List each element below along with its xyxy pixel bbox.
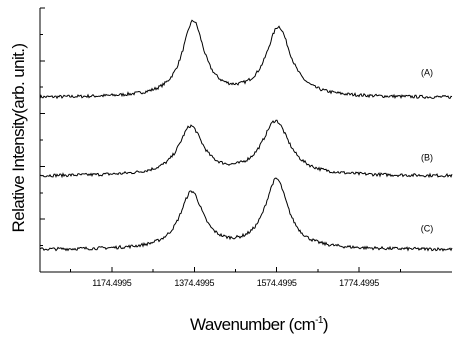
series-labels-layer: (A) (B) (C)	[421, 67, 434, 233]
series-label-1: (A)	[421, 67, 433, 77]
x-axis-title-superscript: -1	[315, 315, 324, 326]
series-label-3: (C)	[421, 223, 434, 233]
x-axis-title: Wavenumber (cm-1)	[190, 315, 328, 334]
axes-layer: 1174.4995 1374.4995 1574.4995 1774.4995	[39, 7, 452, 288]
x-tick-label: 1574.4995	[257, 278, 297, 288]
spectrum-trace-3	[39, 177, 453, 252]
y-axis-title: Relative Intensity(arb. unit.)	[9, 44, 28, 233]
traces-layer	[39, 19, 453, 252]
spectrum-trace-1	[39, 19, 453, 100]
x-tick-label: 1374.4995	[174, 278, 214, 288]
spectrum-trace-2	[39, 119, 453, 179]
x-tick-label: 1774.4995	[339, 278, 379, 288]
x-axis-title-close: )	[323, 315, 328, 334]
x-axis-title-main: Wavenumber (cm	[190, 315, 316, 334]
series-label-2: (B)	[421, 152, 433, 162]
x-tick-label: 1174.4995	[92, 278, 131, 288]
